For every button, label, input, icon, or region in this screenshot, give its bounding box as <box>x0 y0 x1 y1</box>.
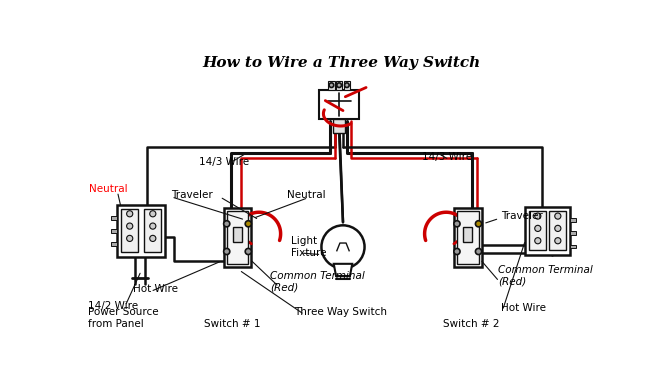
Text: Power Source
from Panel: Power Source from Panel <box>88 307 159 329</box>
Text: Three Way Switch: Three Way Switch <box>295 307 388 317</box>
Text: Common Terminal
(Red): Common Terminal (Red) <box>498 265 592 287</box>
Text: Neutral: Neutral <box>287 189 325 200</box>
Bar <box>111 229 117 233</box>
Circle shape <box>555 238 561 244</box>
Circle shape <box>454 221 460 227</box>
Text: Common Terminal
(Red): Common Terminal (Red) <box>270 271 365 292</box>
Bar <box>144 209 161 252</box>
Bar <box>454 209 482 267</box>
Circle shape <box>476 221 482 227</box>
Circle shape <box>223 221 230 227</box>
Bar <box>333 119 346 133</box>
Circle shape <box>223 249 230 254</box>
Circle shape <box>245 249 251 254</box>
Circle shape <box>345 83 349 88</box>
Circle shape <box>535 213 541 219</box>
Circle shape <box>454 249 460 254</box>
Bar <box>233 227 242 242</box>
Circle shape <box>535 225 541 231</box>
Text: How to Wire a Three Way Switch: How to Wire a Three Way Switch <box>203 56 481 70</box>
Polygon shape <box>334 264 352 276</box>
Bar <box>457 212 478 264</box>
Circle shape <box>535 238 541 244</box>
Bar <box>319 90 359 119</box>
Bar <box>223 209 251 267</box>
Bar <box>463 227 472 242</box>
Bar <box>530 212 546 250</box>
Bar <box>344 81 350 90</box>
Circle shape <box>245 221 251 227</box>
Circle shape <box>555 213 561 219</box>
Bar <box>570 245 576 249</box>
Text: Neutral: Neutral <box>89 184 127 194</box>
Circle shape <box>149 223 156 229</box>
Text: Switch # 2: Switch # 2 <box>443 319 500 329</box>
Bar <box>570 218 576 222</box>
Circle shape <box>476 249 482 254</box>
Bar <box>328 81 335 90</box>
Circle shape <box>329 83 334 88</box>
Circle shape <box>127 235 133 242</box>
Circle shape <box>149 211 156 217</box>
Bar <box>550 212 566 250</box>
Bar <box>526 207 570 254</box>
Circle shape <box>337 83 342 88</box>
Text: Hot Wire: Hot Wire <box>133 284 178 294</box>
Text: Hot Wire: Hot Wire <box>501 303 546 314</box>
Bar <box>227 212 248 264</box>
Text: 14/3 Wire: 14/3 Wire <box>422 152 472 162</box>
Circle shape <box>555 225 561 231</box>
Circle shape <box>127 223 133 229</box>
Text: 14/2 Wire: 14/2 Wire <box>88 301 138 311</box>
Text: Traveler: Traveler <box>501 211 542 221</box>
Text: Light
Fixture: Light Fixture <box>291 236 327 258</box>
Bar <box>111 216 117 220</box>
Text: Traveler: Traveler <box>171 189 213 200</box>
Bar <box>336 81 342 90</box>
Circle shape <box>149 235 156 242</box>
Text: Switch # 1: Switch # 1 <box>204 319 261 329</box>
Circle shape <box>321 225 365 268</box>
Circle shape <box>127 211 133 217</box>
Bar <box>121 209 138 252</box>
Bar <box>570 231 576 235</box>
Bar <box>111 242 117 246</box>
Bar <box>117 205 165 257</box>
Text: 14/3 Wire: 14/3 Wire <box>199 157 249 167</box>
